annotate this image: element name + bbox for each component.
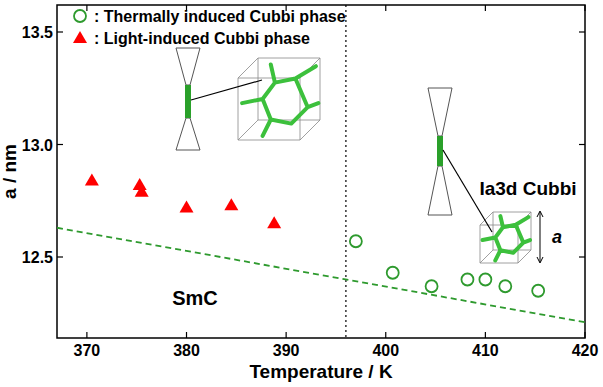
cone bbox=[176, 118, 200, 150]
cube bbox=[480, 212, 531, 263]
x-tick bbox=[385, 332, 386, 338]
point bbox=[387, 267, 399, 279]
x-tick bbox=[186, 332, 187, 338]
y-tick bbox=[579, 144, 585, 145]
ticks: 370 380 390 400 410 420 12.5 13.0 13.5 bbox=[22, 5, 599, 359]
y-tick-label: 13.0 bbox=[22, 137, 53, 154]
x-tick-label: 370 bbox=[74, 342, 101, 359]
legend-marker bbox=[74, 10, 86, 22]
connector bbox=[191, 80, 262, 100]
cube-edge bbox=[238, 58, 320, 140]
cone bbox=[176, 48, 200, 85]
point bbox=[267, 216, 281, 228]
size-arrow bbox=[537, 211, 543, 263]
legend-marker bbox=[73, 31, 87, 43]
legend-label: : Thermally induced Cubbi phase bbox=[94, 8, 346, 25]
y-tick bbox=[579, 31, 585, 32]
y-tick bbox=[57, 256, 63, 257]
y-tick bbox=[57, 144, 63, 145]
point bbox=[499, 280, 511, 292]
x-tick bbox=[385, 5, 386, 11]
x-tick bbox=[485, 5, 486, 11]
x-tick-label: 410 bbox=[472, 342, 499, 359]
point bbox=[461, 274, 473, 286]
annotation: Ia3d Cubbi bbox=[479, 178, 576, 199]
y-tick bbox=[579, 256, 585, 257]
cube-edge bbox=[480, 212, 531, 263]
rod bbox=[437, 136, 443, 166]
annotation: a bbox=[552, 227, 562, 247]
x-axis-title: Temperature / K bbox=[249, 361, 393, 382]
point bbox=[350, 235, 362, 247]
y-tick-label: 12.5 bbox=[22, 249, 53, 266]
x-tick bbox=[584, 332, 585, 338]
y-tick bbox=[57, 31, 63, 32]
point bbox=[532, 285, 544, 297]
rod bbox=[185, 85, 191, 118]
x-tick bbox=[86, 332, 87, 338]
network bbox=[483, 216, 530, 260]
network bbox=[242, 65, 318, 136]
x-tick-label: 380 bbox=[173, 342, 200, 359]
x-tick-label: 420 bbox=[572, 342, 599, 359]
legend-label: : Light-induced Cubbi phase bbox=[94, 30, 310, 47]
x-tick bbox=[286, 332, 287, 338]
y-tick-label: 13.5 bbox=[22, 24, 53, 41]
trend-line bbox=[57, 228, 585, 323]
insets bbox=[176, 48, 543, 263]
point bbox=[180, 201, 194, 213]
y-axis-title: a / nm bbox=[0, 144, 20, 199]
point bbox=[224, 198, 238, 210]
annotation: SmC bbox=[172, 287, 218, 309]
chart: 370 380 390 400 410 420 12.5 13.0 13.5 Temperatur… bbox=[0, 0, 603, 387]
x-tick bbox=[485, 332, 486, 338]
point bbox=[135, 185, 149, 197]
x-tick bbox=[584, 5, 585, 11]
x-tick bbox=[86, 5, 87, 11]
cube bbox=[238, 58, 320, 140]
point bbox=[426, 280, 438, 292]
phase-boundary bbox=[345, 5, 346, 338]
data bbox=[57, 5, 585, 338]
x-tick-label: 390 bbox=[273, 342, 300, 359]
hourglass bbox=[428, 88, 452, 215]
cone bbox=[428, 88, 452, 136]
point bbox=[479, 274, 491, 286]
point bbox=[85, 174, 99, 186]
x-tick-label: 400 bbox=[372, 342, 399, 359]
plot-frame bbox=[57, 5, 585, 338]
legend: : Thermally induced Cubbi phase : Light-i… bbox=[73, 8, 346, 47]
cone bbox=[428, 166, 452, 215]
